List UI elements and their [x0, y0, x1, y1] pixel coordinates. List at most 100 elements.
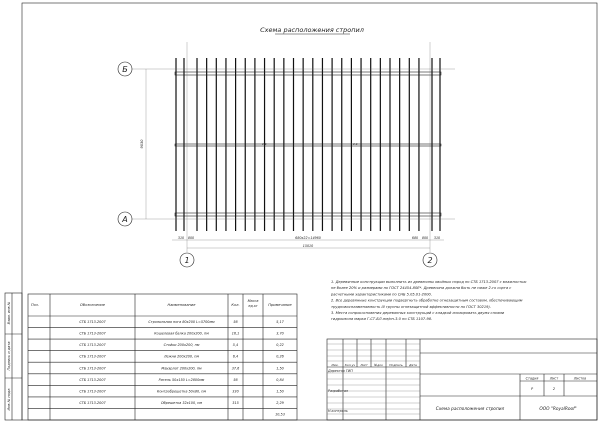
table-header: Примечание [268, 303, 292, 307]
company-name: ООО "RoyalRoof" [539, 406, 576, 412]
table-cell: 2,29 [276, 401, 284, 405]
title-block-frame [326, 338, 598, 421]
table-cell: 5,4 [233, 343, 238, 347]
table-cell: Стойки 200х200, пм [164, 343, 200, 347]
sheet-value: 2 [553, 387, 556, 391]
table-row: СТБ 1713-2007 Мауэрлат 200х200, пм 37,6 1,5… [79, 366, 283, 370]
role-norm-control: Н.контроль [328, 409, 348, 413]
dim-right-c: 310 [434, 236, 440, 240]
axis-bubble-2 [422, 252, 438, 268]
general-notes: 1. Деревянные конструкции выполнить из д… [330, 280, 526, 321]
table-cell: СТБ 1713-2007 [79, 332, 106, 336]
axis-label-b: Б [122, 65, 128, 74]
side-stamp-frame [4, 292, 23, 421]
axis-label-2: 2 [427, 256, 432, 265]
dim-right-b: 800 [422, 236, 428, 240]
sheet-label: Лист [549, 377, 558, 381]
bottom-beam [174, 212, 442, 217]
note-line: 2. Все деревянные конструкции подвергнут… [331, 299, 523, 303]
table-row: СТБ 1713-2007 Ригель 50х150 L=2800мм 56 0,8… [79, 378, 283, 382]
table-cell: СТБ 1713-2007 [79, 355, 106, 359]
title-block-col-label: Лист [359, 363, 368, 367]
sheets-label: Листов [573, 377, 586, 381]
dim-right-a: 680 [412, 236, 418, 240]
stage-label: Стадия [526, 377, 539, 381]
rafter-plan [174, 58, 442, 231]
title-block-col-label: Кол.уч [345, 363, 356, 367]
table-row: СТБ 1713-2007 Обрешетка 32х100, пм 315 2,29 [79, 401, 283, 405]
drawing-title: Схема расположения стропил [260, 26, 364, 34]
table-row: СТБ 1713-2007 Контробрешетка 50х80, пм 330… [79, 389, 283, 393]
axis-bubble-a [117, 211, 133, 227]
table-row: СТБ 1713-2007 Кошелевая балка 200х200, пм… [79, 332, 283, 336]
axis-label-a: А [121, 215, 127, 224]
stamp-signature-date: Подпись и дата [7, 342, 11, 371]
table-cell: 5,17 [276, 320, 284, 324]
table-cell: 330 [232, 389, 238, 393]
title-block-col-label: №док [373, 363, 383, 367]
table-cell: 0,84 [276, 378, 284, 382]
table-cell: Мауэрлат 200х200, пм [161, 366, 202, 370]
dim-total: 15010 [303, 244, 314, 248]
table-cell: Кошелевая балка 200х200, пм [154, 332, 209, 336]
note-line: 1. Деревянные конструкции выполнить из д… [331, 280, 526, 284]
stage-value: Р [531, 387, 534, 391]
sheet-title: Схема расположения стропил [436, 406, 505, 412]
dim-middle: 680х22=14960 [295, 236, 321, 240]
table-cell: 3,70 [276, 332, 284, 336]
ridge-mark-2: 1.1 [353, 142, 358, 146]
table-cell: 6,4 [233, 355, 238, 359]
sheet-frame [21, 2, 598, 421]
table-cell: 1,50 [276, 366, 284, 370]
dim-left-a: 310 [178, 236, 184, 240]
side-stamps: Взам. инв.№ Подпись и дата Инв.№ подл. [4, 292, 23, 421]
table-cell: 56 [233, 320, 237, 324]
table-header: Поз. [31, 303, 39, 307]
stamp-replacement: Взам. инв.№ [7, 301, 11, 324]
table-cell: Лежни 200х200, пм [163, 355, 200, 359]
dim-left-b: 800 [188, 236, 194, 240]
table-cell: Стропильная нога 80х200 L=5700мм [148, 320, 215, 324]
table-cell: Контробрешетка 50х80, пм [157, 389, 207, 393]
table-frame [27, 293, 298, 421]
table-header: Наименование [168, 303, 197, 307]
table-row: СТБ 1713-2007 Стропильная нога 80х200 L=5… [79, 320, 284, 324]
table-header-mass-unit: ед.кг [248, 304, 258, 308]
table-cell: 56 [233, 378, 237, 382]
table-cell: Ригель 50х150 L=2800мм [159, 378, 205, 382]
axis-label-1: 1 [184, 256, 189, 265]
role-director: Директор ГИП [327, 369, 353, 373]
note-line: 3. Места сопрокосновения деревянных конс… [331, 311, 505, 315]
table-cell: 0,22 [276, 343, 284, 347]
table-cell: 1,50 [276, 389, 284, 393]
table-cell: 0,26 [276, 355, 284, 359]
note-line: расчетными характеристиками по СНБ 5.05.… [330, 292, 432, 296]
table-cell: 16,1 [232, 332, 240, 336]
note-line: гидроизола марки Г-СТ-БЛ-пм/пп-3.0 по СТ… [331, 317, 432, 321]
table-header: Кол. [231, 303, 239, 307]
table-cell: СТБ 1713-2007 [79, 378, 106, 382]
title-block-col-label: Подпись [389, 363, 403, 367]
axis-bubble-b [117, 61, 133, 77]
table-cell: СТБ 1713-2007 [79, 343, 106, 347]
axis-bubble-1 [179, 252, 195, 268]
table-cell: СТБ 1713-2007 [79, 401, 106, 405]
table-cell: СТБ 1713-2007 [79, 389, 106, 393]
role-developer: Разработал [328, 389, 349, 393]
table-row: СТБ 1713-2007 Лежни 200х200, пм 6,4 0,26 [79, 355, 283, 359]
table-cell: СТБ 1713-2007 [79, 366, 106, 370]
ridge-mark-1: 1.1 [262, 142, 267, 146]
table-row: СТБ 1713-2007 Стойки 200х200, пм 5,4 0,22 [79, 343, 283, 347]
table-cell: 315 [232, 401, 238, 405]
note-line: трудновоспламеняемость III группы огнеза… [331, 305, 491, 309]
table-cell: 37,6 [232, 366, 240, 370]
table-header-mass: Масса [248, 299, 259, 303]
title-block-col-label: Изм. [331, 363, 338, 367]
table-header: Обозначение [80, 303, 106, 307]
table-row: 10,53 [275, 413, 285, 417]
table-cell: 10,53 [275, 413, 285, 417]
stamp-original-inv: Инв.№ подл. [7, 387, 11, 410]
dim-vertical: 9030 [140, 139, 144, 149]
